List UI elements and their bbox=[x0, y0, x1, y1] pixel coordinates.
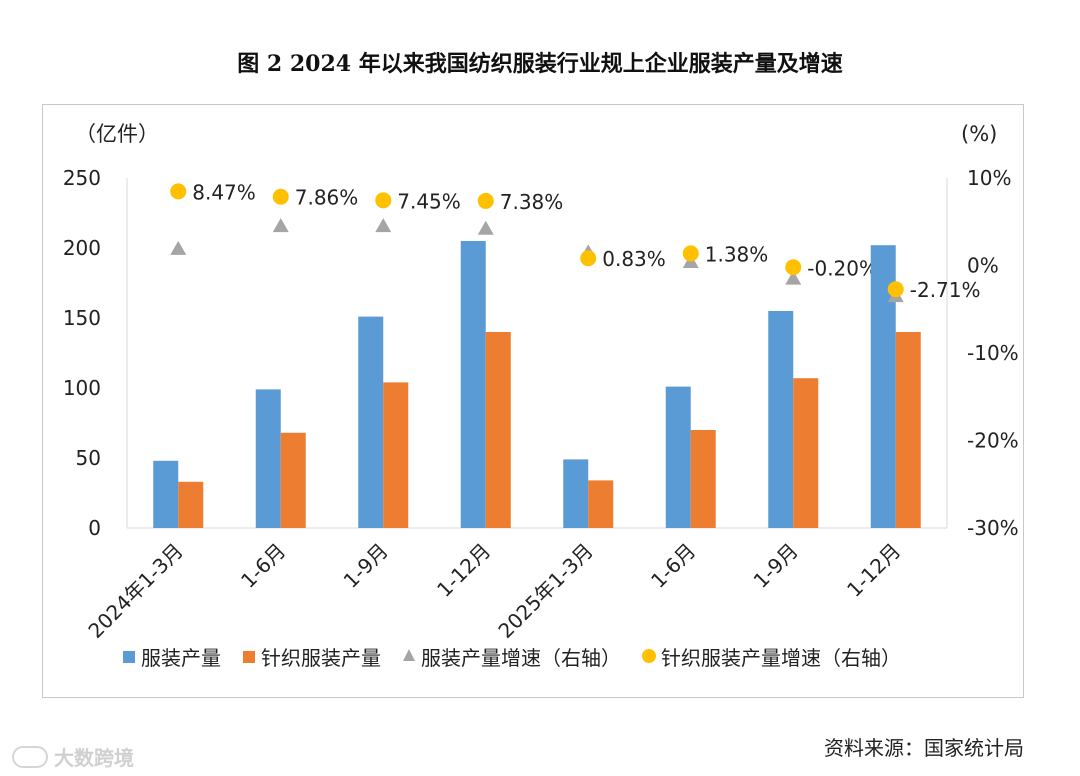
x-tick-label: 2024年1-3月 bbox=[83, 539, 187, 643]
bar-knit-output bbox=[588, 480, 614, 528]
marker-knit-growth bbox=[580, 250, 597, 267]
left-tick-label: 250 bbox=[63, 166, 101, 190]
x-tick-label: 1-6月 bbox=[236, 539, 290, 593]
data-label-knit-growth: -0.20% bbox=[807, 256, 878, 280]
watermark-logo-icon bbox=[12, 745, 48, 768]
x-tick-label: 1-12月 bbox=[842, 539, 905, 602]
bar-apparel-output bbox=[358, 316, 384, 528]
chart: （亿件） (%) 0 50 100 150 200 250 10% 0% -10% -20% -30% 8… bbox=[63, 122, 1019, 670]
left-tick-label: 50 bbox=[76, 446, 101, 470]
watermark: 大数跨境 bbox=[12, 742, 134, 771]
legend-label: 服装产量增速（右轴） bbox=[421, 646, 621, 670]
x-tick-label: 1-9月 bbox=[749, 539, 803, 593]
marker-apparel-growth bbox=[477, 220, 494, 235]
right-tick-label: -10% bbox=[967, 341, 1019, 365]
legend-swatch bbox=[642, 649, 656, 663]
bar-apparel-output bbox=[768, 311, 794, 528]
bar-knit-output bbox=[383, 382, 409, 528]
x-tick-label: 2025年1-3月 bbox=[493, 539, 597, 643]
marker-apparel-growth bbox=[170, 240, 187, 255]
data-label-knit-growth: -2.71% bbox=[910, 278, 981, 302]
bar-knit-output bbox=[485, 332, 511, 528]
right-tick-label: 10% bbox=[967, 166, 1011, 190]
left-tick-label: 150 bbox=[63, 306, 101, 330]
marker-apparel-growth bbox=[785, 270, 802, 285]
right-tick-label: -20% bbox=[967, 429, 1019, 453]
bar-apparel-output bbox=[460, 241, 486, 528]
chart-frame: （亿件） (%) 0 50 100 150 200 250 10% 0% -10% -20% -30% 8… bbox=[42, 104, 1024, 698]
data-label-knit-growth: 7.38% bbox=[500, 190, 564, 214]
bar-apparel-output bbox=[255, 389, 281, 528]
bar-apparel-output bbox=[665, 386, 691, 528]
bar-apparel-output bbox=[153, 460, 179, 528]
left-tick-label: 0 bbox=[88, 516, 101, 540]
legend-swatch bbox=[243, 651, 255, 663]
source-note: 资料来源：国家统计局 bbox=[824, 736, 1024, 760]
marker-knit-growth bbox=[170, 183, 187, 200]
bar-knit-output bbox=[690, 430, 716, 528]
data-label-knit-growth: 0.83% bbox=[602, 247, 666, 271]
watermark-text: 大数跨境 bbox=[54, 746, 134, 770]
x-tick-label: 1-6月 bbox=[646, 539, 700, 593]
marker-apparel-growth bbox=[375, 218, 392, 233]
legend-label: 服装产量 bbox=[141, 646, 221, 670]
bar-knit-output bbox=[178, 481, 204, 528]
right-tick-label: 0% bbox=[967, 254, 999, 278]
marker-knit-growth bbox=[887, 281, 904, 298]
legend-label: 针织服装产量增速（右轴） bbox=[661, 646, 901, 670]
right-tick-label: -30% bbox=[967, 516, 1019, 540]
bar-knit-output bbox=[793, 378, 819, 528]
marker-knit-growth bbox=[682, 245, 699, 262]
right-axis-label: (%) bbox=[961, 122, 997, 146]
marker-apparel-growth bbox=[272, 218, 289, 233]
figure-title: 图 2 2024 年以来我国纺织服装行业规上企业服装产量及增速 bbox=[237, 51, 843, 77]
marker-knit-growth bbox=[272, 188, 289, 205]
x-tick-label: 1-9月 bbox=[339, 539, 393, 593]
left-tick-label: 200 bbox=[63, 236, 101, 260]
marker-knit-growth bbox=[477, 192, 494, 209]
bar-knit-output bbox=[895, 332, 921, 528]
left-axis-label: （亿件） bbox=[75, 122, 159, 146]
legend-swatch bbox=[123, 651, 135, 663]
marker-knit-growth bbox=[785, 259, 802, 276]
data-label-knit-growth: 8.47% bbox=[192, 180, 256, 204]
bar-knit-output bbox=[280, 432, 306, 528]
marker-knit-growth bbox=[375, 192, 392, 209]
left-tick-label: 100 bbox=[63, 376, 101, 400]
x-tick-label: 1-12月 bbox=[432, 539, 495, 602]
bar-apparel-output bbox=[563, 459, 589, 528]
data-label-knit-growth: 7.45% bbox=[397, 189, 461, 213]
legend-label: 针织服装产量 bbox=[261, 646, 381, 670]
data-label-knit-growth: 1.38% bbox=[705, 242, 769, 266]
legend-swatch bbox=[403, 649, 415, 661]
data-label-knit-growth: 7.86% bbox=[295, 186, 359, 210]
